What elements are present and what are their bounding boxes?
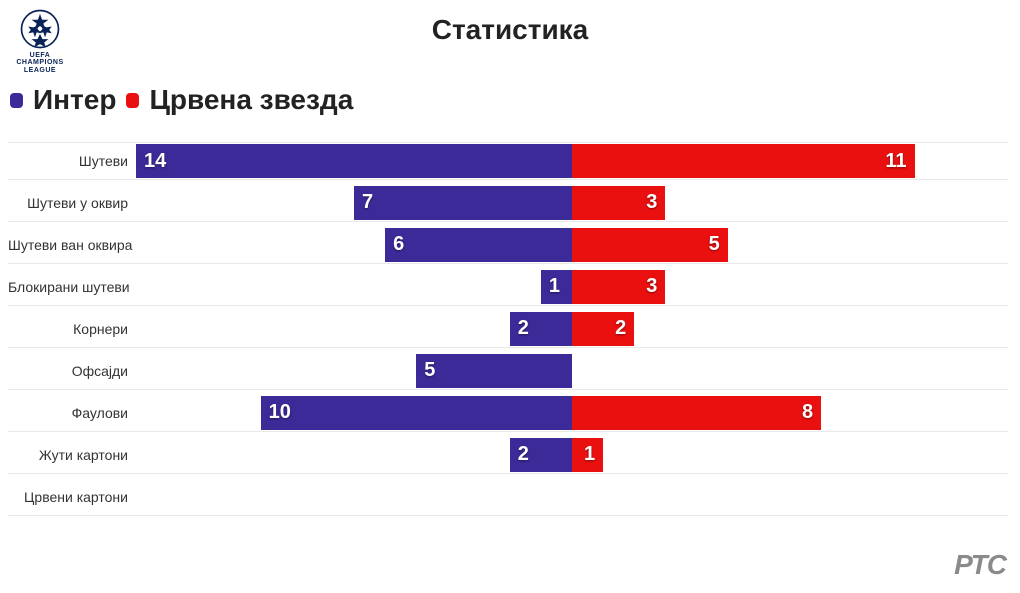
away-value: 11 <box>885 150 906 173</box>
away-bar: 11 <box>572 144 915 178</box>
away-team-name: Црвена звезда <box>149 84 353 116</box>
stat-bars: 13 <box>136 270 1008 304</box>
away-value: 2 <box>615 317 626 340</box>
away-bar: 3 <box>572 270 665 304</box>
stat-bars <box>136 480 1008 514</box>
page-title: Статистика <box>0 0 1020 46</box>
stat-row: Шутеви ван оквира65 <box>8 226 1008 264</box>
away-value: 3 <box>646 275 657 298</box>
stat-bars: 22 <box>136 312 1008 346</box>
home-bar: 5 <box>416 354 572 388</box>
away-bar: 8 <box>572 396 821 430</box>
stats-chart: Шутеви1411Шутеви у оквир73Шутеви ван окв… <box>8 142 1008 520</box>
away-bar: 3 <box>572 186 665 220</box>
stat-row: Шутеви у оквир73 <box>8 184 1008 222</box>
home-value: 6 <box>393 233 404 256</box>
stat-row: Фаулови 10 8 <box>8 394 1008 432</box>
home-swatch <box>10 93 23 108</box>
competition-line3: LEAGUE <box>10 67 70 74</box>
away-bar: 1 <box>572 438 603 472</box>
away-bar: 2 <box>572 312 634 346</box>
stat-bars: 21 <box>136 438 1008 472</box>
stat-label: Шутеви <box>8 153 136 169</box>
team-legend: Интер Црвена звезда <box>10 84 353 116</box>
away-swatch <box>126 93 139 108</box>
home-value: 2 <box>518 443 529 466</box>
stat-label: Корнери <box>8 321 136 337</box>
stat-row: Офсајди 5 <box>8 352 1008 390</box>
home-bar: 10 <box>261 396 572 430</box>
starball-icon <box>19 8 61 50</box>
away-value: 8 <box>802 401 813 424</box>
away-value: 1 <box>584 443 595 466</box>
stat-bars: 73 <box>136 186 1008 220</box>
home-value: 10 <box>269 401 291 424</box>
stat-label: Жути картони <box>8 447 136 463</box>
home-value: 7 <box>362 191 373 214</box>
stat-label: Шутеви у оквир <box>8 195 136 211</box>
home-bar: 2 <box>510 312 572 346</box>
stat-label: Шутеви ван оквира <box>8 237 136 253</box>
competition-logo: UEFA CHAMPIONS LEAGUE <box>10 8 70 74</box>
stat-label: Офсајди <box>8 363 136 379</box>
stat-bars: 14 11 <box>136 144 1008 178</box>
home-bar: 2 <box>510 438 572 472</box>
home-bar: 1 <box>541 270 572 304</box>
competition-line2: CHAMPIONS <box>10 59 70 66</box>
home-value: 14 <box>144 150 166 173</box>
away-bar: 5 <box>572 228 728 262</box>
stat-bars: 10 8 <box>136 396 1008 430</box>
stat-row: Шутеви 14 11 <box>8 142 1008 180</box>
stat-row: Корнери22 <box>8 310 1008 348</box>
home-value: 1 <box>549 275 560 298</box>
home-bar: 6 <box>385 228 572 262</box>
home-value: 2 <box>518 317 529 340</box>
stat-row: Блокирани шутеви13 <box>8 268 1008 306</box>
away-value: 3 <box>646 191 657 214</box>
home-bar: 7 <box>354 186 572 220</box>
home-bar: 14 <box>136 144 572 178</box>
stat-label: Блокирани шутеви <box>8 279 136 295</box>
stat-row: Жути картони21 <box>8 436 1008 474</box>
stat-label: Црвени картони <box>8 489 136 505</box>
stat-row: Црвени картони <box>8 478 1008 516</box>
away-value: 5 <box>709 233 720 256</box>
home-team-name: Интер <box>33 84 116 116</box>
stat-label: Фаулови <box>8 405 136 421</box>
broadcaster-logo: РТС <box>954 549 1006 581</box>
stat-bars: 65 <box>136 228 1008 262</box>
competition-line1: UEFA <box>10 52 70 59</box>
stat-bars: 5 <box>136 354 1008 388</box>
home-value: 5 <box>424 359 435 382</box>
